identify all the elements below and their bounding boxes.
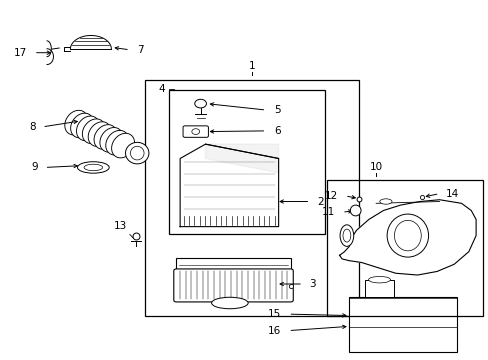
Text: 5: 5 [273,105,280,115]
Ellipse shape [111,133,134,158]
Text: 4: 4 [158,84,164,94]
Polygon shape [70,36,111,49]
Text: 6: 6 [273,126,280,136]
Ellipse shape [84,164,102,171]
Ellipse shape [100,127,122,152]
Circle shape [194,99,206,108]
Ellipse shape [386,214,427,257]
Ellipse shape [130,146,144,160]
Text: 14: 14 [445,189,458,199]
Ellipse shape [105,130,128,155]
Polygon shape [205,144,278,173]
Bar [168,90,325,234]
Text: 12: 12 [324,191,337,201]
Bar [176,258,290,271]
Ellipse shape [94,125,117,149]
Text: 11: 11 [321,207,334,217]
Circle shape [191,129,199,134]
Ellipse shape [394,220,420,251]
Ellipse shape [70,113,93,138]
Ellipse shape [339,225,353,246]
Ellipse shape [368,276,390,283]
Bar [348,297,456,352]
Text: 2: 2 [317,197,324,207]
Ellipse shape [211,297,247,309]
Polygon shape [180,144,278,226]
Text: 7: 7 [137,45,143,55]
Ellipse shape [349,205,360,216]
Text: 10: 10 [369,162,382,172]
Text: 8: 8 [29,122,36,132]
Text: 17: 17 [14,48,27,58]
FancyBboxPatch shape [173,269,293,302]
Ellipse shape [342,229,350,242]
Ellipse shape [88,122,111,147]
Ellipse shape [77,162,109,173]
Ellipse shape [76,116,99,141]
Text: 3: 3 [308,279,315,289]
Text: 9: 9 [32,162,38,172]
FancyBboxPatch shape [183,126,208,137]
Bar [327,180,483,316]
Bar [144,80,358,316]
Polygon shape [339,200,475,275]
Bar [365,280,393,297]
Ellipse shape [379,199,391,204]
Text: 16: 16 [268,325,281,336]
Ellipse shape [82,119,105,144]
Ellipse shape [65,110,87,135]
Text: 1: 1 [248,60,255,71]
Text: 13: 13 [113,221,126,231]
Ellipse shape [125,142,149,164]
Text: 15: 15 [268,309,281,319]
